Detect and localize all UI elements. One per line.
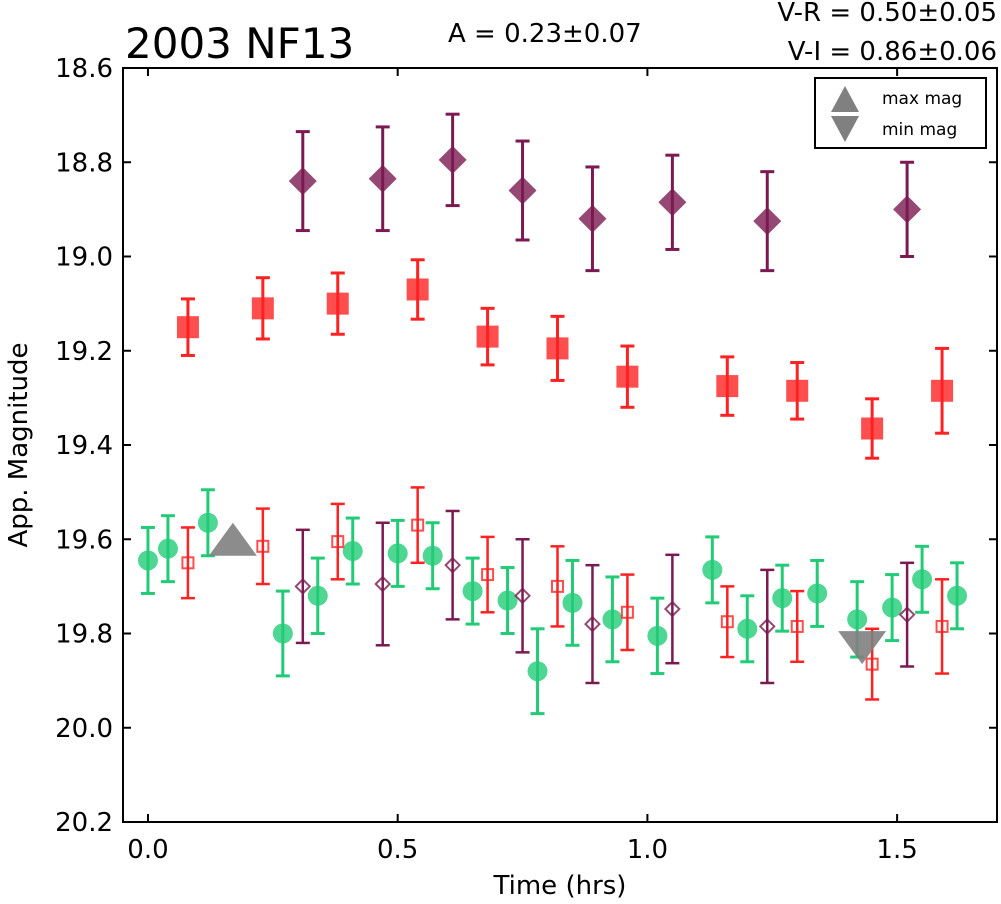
data-point: [790, 619, 804, 633]
data-point: [847, 609, 868, 630]
data-point: [406, 278, 429, 301]
series-filled-square: [176, 258, 954, 460]
data-point: [256, 539, 270, 553]
data-point: [931, 379, 954, 402]
data-point: [497, 590, 518, 611]
data-point: [527, 661, 548, 682]
x-axis: 0.0 0.5 1.0 1.5: [127, 68, 918, 865]
data-point: [578, 204, 607, 233]
data-point: [947, 585, 968, 606]
data-point: [411, 518, 425, 532]
data-point: [251, 297, 274, 320]
min-mag-marker: [838, 631, 887, 665]
y-axis: 18.6 18.8 19.0 19.2 19.4 19.6 19.8 20.0 20.2: [55, 54, 997, 838]
data-point: [368, 164, 397, 193]
data-point: [137, 550, 158, 571]
data-point: [663, 600, 681, 618]
y-tick-label: 20.2: [55, 808, 113, 838]
data-point: [157, 538, 178, 559]
data-point: [716, 375, 739, 398]
y-tick-label: 18.6: [55, 54, 113, 84]
data-point: [462, 581, 483, 602]
data-point: [758, 618, 776, 635]
data-point: [602, 609, 623, 630]
data-point: [476, 325, 499, 348]
data-point: [176, 316, 199, 339]
data-point: [326, 292, 349, 315]
data-point: [294, 577, 312, 595]
chart-title: 2003 NF13: [125, 19, 354, 68]
data-point: [422, 545, 443, 566]
series-open-diamond: [294, 509, 916, 685]
data-point: [647, 625, 668, 646]
plot-frame: [122, 67, 998, 823]
data-point: [753, 207, 782, 236]
legend-min-mag-label: min mag: [882, 120, 957, 140]
data-point: [288, 167, 317, 196]
data-point: [584, 615, 601, 633]
data-point: [882, 597, 903, 618]
x-tick-label: 0.5: [377, 835, 418, 865]
series-filled-diamond: [288, 112, 922, 273]
data-point: [181, 556, 195, 570]
series-open-square: [180, 486, 950, 701]
data-point: [898, 606, 916, 624]
y-tick-label: 18.8: [55, 148, 113, 178]
data-point: [508, 176, 537, 205]
legend-max-mag-icon: [831, 86, 859, 112]
data-point: [786, 379, 809, 402]
legend-min-mag-icon: [831, 116, 859, 142]
data-point: [342, 541, 363, 562]
data-point: [807, 583, 828, 604]
legend: max mag min mag: [814, 77, 987, 149]
data-point: [331, 535, 345, 549]
data-point: [197, 512, 218, 533]
series-filled-circle: [137, 488, 968, 716]
data-point: [307, 585, 328, 606]
data-point: [935, 619, 949, 633]
data-point: [720, 615, 734, 629]
data-point: [772, 588, 793, 609]
y-tick-label: 19.6: [55, 525, 113, 555]
data-point: [374, 575, 392, 593]
y-tick-label: 19.8: [55, 620, 113, 650]
y-tick-label: 19.0: [55, 243, 113, 273]
data-point: [861, 417, 884, 440]
x-tick-label: 0.0: [127, 835, 168, 865]
data-point: [387, 543, 408, 564]
data-point: [865, 657, 879, 671]
x-tick-label: 1.0: [627, 835, 668, 865]
color-index-v-i: V-I = 0.86±0.06: [788, 37, 997, 67]
data-point: [551, 579, 565, 593]
data-point: [620, 605, 634, 619]
data-point: [616, 365, 639, 388]
plot-area: [137, 112, 968, 716]
data-point: [562, 592, 583, 613]
y-tick-label: 19.4: [55, 431, 113, 461]
data-point: [272, 623, 293, 644]
max-mag-marker: [208, 522, 257, 556]
data-point: [438, 145, 467, 174]
amplitude-label: A = 0.23±0.07: [448, 19, 642, 49]
data-point: [702, 559, 723, 580]
data-point: [546, 337, 569, 360]
legend-max-mag-label: max mag: [882, 89, 962, 109]
data-point: [514, 587, 531, 605]
y-axis-label: App. Magnitude: [4, 342, 34, 547]
data-point: [737, 618, 758, 639]
data-point: [893, 195, 922, 224]
y-tick-label: 20.0: [55, 714, 113, 744]
data-point: [912, 569, 933, 590]
x-axis-label: Time (hrs): [493, 871, 627, 901]
y-tick-label: 19.2: [55, 337, 113, 367]
color-index-v-r: V-R = 0.50±0.05: [777, 0, 997, 28]
data-point: [658, 188, 687, 217]
data-point: [444, 556, 462, 574]
x-tick-label: 1.5: [876, 835, 917, 865]
data-point: [481, 568, 495, 582]
